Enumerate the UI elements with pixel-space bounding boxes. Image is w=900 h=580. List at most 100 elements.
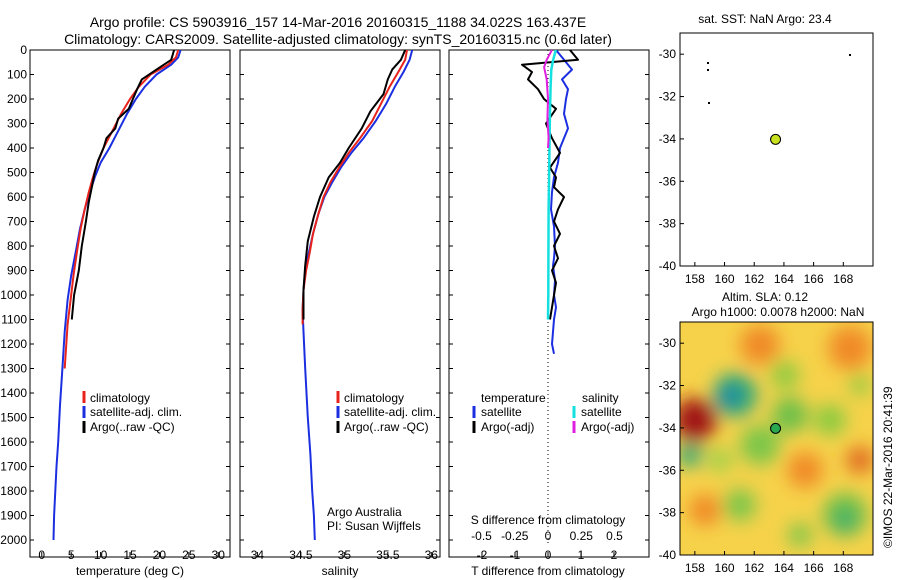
sla-cool-anomaly: [708, 448, 732, 472]
position-map-panel: sat. SST: NaN Argo: 23.4 158 160 162 164 166…: [659, 12, 874, 286]
t-difference-tick-label: 2: [611, 548, 618, 562]
difference-profile-lines: [521, 50, 579, 354]
latitude-tick-label: -40: [659, 259, 677, 273]
temperature-x-ticks: 0 5 10 15 20 25 30: [38, 548, 225, 562]
sla-cool-anomaly: [771, 361, 799, 389]
depth-tick-label: 600: [7, 190, 27, 204]
sla-cool-anomaly: [724, 489, 756, 521]
salinity-x-tick-label: 35: [338, 548, 352, 562]
sla-warm-anomaly: [680, 398, 717, 442]
salinity-legend: climatology satellite-adj. clim. Argo(..…: [336, 391, 436, 434]
depth-tick-label: 700: [7, 215, 27, 229]
depth-tick-label: 1200: [0, 337, 27, 351]
depth-tick-label: 1000: [0, 288, 27, 302]
s-difference-tick-label: -0.25: [501, 529, 529, 543]
salinity-argo-diff-line: [543, 50, 553, 149]
latitude-tick-label: -38: [659, 217, 677, 231]
latitude-tick-label: -32: [659, 379, 677, 393]
latitude-tick-label: -34: [659, 421, 677, 435]
depth-tick-label: 1900: [0, 509, 27, 523]
t-difference-tick-label: -2: [477, 548, 488, 562]
depth-tick-label: 300: [7, 117, 27, 131]
t-difference-axis-label: T difference from climatology: [471, 564, 625, 578]
depth-tick-label: 1800: [0, 484, 27, 498]
argo-australia-note: Argo Australia: [327, 505, 402, 519]
temperature-x-tick-label: 10: [94, 548, 108, 562]
depth-axis-labels: 0 100 200 300 400 500 600 700 800 900 1000 1100 1200…: [0, 43, 230, 547]
sla-warm-anomaly: [740, 325, 780, 365]
temperature-x-tick-label: 30: [212, 548, 226, 562]
legend-title-salinity: salinity: [582, 391, 619, 405]
salinity-satellite-diff-line: [546, 50, 558, 320]
salinity-x-label: salinity: [322, 564, 359, 578]
depth-tick-label: 1100: [1, 313, 27, 327]
legend-label-argo: Argo(..raw -QC): [344, 420, 429, 434]
sla-warm-anomaly: [828, 326, 872, 370]
depth-tick-label: 2000: [0, 533, 27, 547]
longitude-tick-label: 168: [833, 561, 853, 575]
depth-tick-label: 0: [20, 43, 27, 57]
s-difference-tick-label: -0.5: [471, 529, 492, 543]
sla-cool-anomaly: [788, 523, 812, 547]
temperature-plot-frame: [29, 49, 231, 558]
sla-warm-anomaly: [787, 452, 823, 488]
salinity-x-tick-label: 34.5: [289, 548, 313, 562]
depth-tick-label: 200: [7, 92, 27, 106]
legend-title-temperature: temperature: [481, 391, 546, 405]
climatology-salinity-line: [301, 50, 408, 325]
imos-credit: ©IMOS 22-Mar-2016 20:41:39: [881, 386, 895, 548]
argo-temperature-line: [70, 50, 176, 320]
legend-label-temperature-satellite: satellite: [481, 405, 522, 419]
satellite-salinity-line: [301, 50, 414, 541]
latitude-tick-label: -32: [659, 90, 677, 104]
longitude-tick-label: 158: [685, 561, 705, 575]
longitude-tick-label: 160: [715, 272, 735, 286]
position-map-frame: [679, 32, 874, 267]
depth-tick-label: 1700: [0, 460, 27, 474]
latitude-tick-label: -40: [659, 548, 677, 562]
longitude-tick-label: 168: [833, 272, 853, 286]
depth-tick-label: 800: [7, 239, 27, 253]
t-difference-tick-label: 1: [578, 548, 585, 562]
legend-label-argo: Argo(..raw -QC): [90, 420, 175, 434]
t-difference-tick-label: 0: [545, 548, 552, 562]
s-difference-tick-label: 0.5: [606, 529, 623, 543]
difference-legend: temperature salinity satellite satellite…: [472, 391, 634, 434]
s-difference-axis-label: S difference from climatology: [471, 513, 626, 527]
salinity-plot-frame: [239, 49, 441, 558]
legend-label-salinity-argo: Argo(-adj): [581, 420, 634, 434]
argo-float-position-marker: [770, 133, 782, 145]
latitude-tick-label: -30: [659, 336, 677, 350]
argo-float-position-marker: [770, 422, 782, 434]
temperature-satellite-diff-line: [550, 50, 573, 354]
depth-tick-label: 900: [7, 264, 27, 278]
difference-panel: -2 -1 0 1 2 -0.5 -0.25 0 0.25 0.5 temperature sal…: [448, 49, 650, 578]
temperature-panel: 0100200300400500600700800900100011001200…: [0, 43, 231, 578]
legend-label-temperature-argo: Argo(-adj): [481, 420, 534, 434]
depth-tick-label: 1300: [0, 362, 27, 376]
s-difference-tick-label: 0.25: [570, 529, 594, 543]
difference-depth-ticks: [449, 49, 649, 541]
legend-label-satellite: satellite-adj. clim.: [90, 405, 182, 419]
sla-map-title-line1: Altim. SLA: 0.12: [722, 290, 808, 304]
climatology-temperature-line: [63, 50, 180, 369]
salinity-x-tick-label: 35.5: [376, 548, 400, 562]
temperature-x-tick-label: 5: [68, 548, 75, 562]
sla-cool-anomaly: [680, 443, 702, 467]
latitude-tick-label: -34: [659, 132, 677, 146]
figure-title-line2: Climatology: CARS2009. Satellite-adjuste…: [64, 31, 612, 47]
salinity-x-tick-label: 34: [251, 548, 265, 562]
depth-tick-label: 1600: [0, 435, 27, 449]
temperature-x-tick-label: 15: [123, 548, 137, 562]
longitude-tick-label: 160: [715, 561, 735, 575]
sla-cool-anomaly: [836, 511, 854, 529]
temperature-profile-lines: [52, 50, 182, 541]
difference-x-ticks: -2 -1 0 1 2 -0.5 -0.25 0 0.25 0.5: [471, 529, 623, 562]
figure-title-line1: Argo profile: CS 5903916_157 14-Mar-2016…: [90, 14, 586, 30]
latitude-tick-label: -30: [659, 47, 677, 61]
temperature-x-tick-label: 0: [38, 548, 45, 562]
sla-map-frame: [679, 321, 874, 556]
latitude-tick-label: -36: [659, 174, 677, 188]
longitude-tick-label: 166: [804, 272, 824, 286]
